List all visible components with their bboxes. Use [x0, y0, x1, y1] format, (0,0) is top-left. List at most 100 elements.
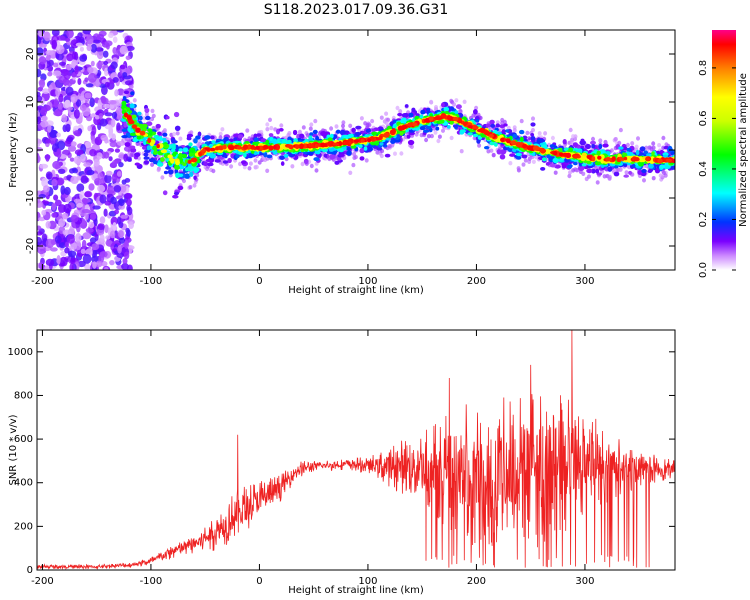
spectrogram-ridge-cell — [160, 157, 165, 162]
spectrogram-noise-blob — [54, 235, 62, 244]
spectrogram-noise-blob — [100, 177, 105, 185]
spectrogram-ridge-cell — [312, 129, 318, 135]
spectrogram-ridge-cell — [422, 129, 430, 133]
spectrogram-noise-blob — [57, 140, 66, 151]
spectrogram-ridge-cell — [334, 160, 340, 165]
spectrogram-scatter — [426, 134, 431, 139]
spectrogram-scatter — [284, 156, 289, 162]
spectrogram-ridge-cell — [411, 107, 416, 113]
spectrogram-ridge-cell — [467, 132, 473, 136]
spectrogram-ridge-cell — [323, 153, 328, 158]
spectrogram-noise-blob — [94, 136, 103, 146]
spectrogram-noise-blob — [111, 173, 118, 182]
spectrogram-scatter — [521, 162, 526, 167]
spectrogram-scatter — [471, 113, 476, 118]
spectrogram-ridge-cell — [420, 109, 426, 115]
spectrogram-scatter — [220, 127, 225, 132]
spectrogram-ridge-cell — [536, 138, 542, 144]
spectrogram-noise-blob — [126, 205, 131, 212]
spectrogram-ridge-cell — [313, 157, 320, 162]
spectrogram-ridge-cell — [327, 137, 333, 142]
spectrogram-ridge-cell — [472, 133, 479, 138]
spectrogram-scatter — [581, 171, 586, 176]
spectrogram-scatter — [359, 116, 364, 121]
spectrogram-noise-blob — [80, 248, 86, 254]
spectrogram-ridge-cell — [541, 157, 547, 162]
spectrogram-noise-blob — [121, 179, 127, 185]
spectrogram-noise-blob — [51, 39, 58, 50]
spectrogram-scatter — [651, 145, 656, 150]
spectrogram-scatter — [543, 131, 548, 136]
spectrogram-scatter — [664, 142, 669, 147]
spectrogram-ridge-cell — [167, 169, 174, 175]
spectrogram-scatter — [647, 145, 652, 150]
spectrogram-ridge-cell — [222, 160, 229, 164]
spectrogram-scatter — [424, 137, 429, 143]
spectrogram-noise-blob — [37, 138, 42, 144]
spectrogram-ridge-cell — [271, 138, 278, 145]
spectrogram-noise-blob — [59, 256, 68, 267]
spectrogram-scatter — [242, 165, 247, 170]
spectrogram-scatter — [301, 125, 306, 130]
spectrogram-ridge-cell — [335, 129, 341, 134]
spectrogram-scatter — [398, 109, 403, 114]
spectrogram-noise-blob — [110, 118, 116, 128]
spectrogram-ridge-cell — [622, 153, 628, 157]
spectrogram-noise-blob — [92, 39, 101, 44]
spectrogram-noise-blob — [125, 227, 130, 234]
spectrogram-noise-blob — [73, 198, 82, 204]
spectrogram-noise-blob — [37, 231, 43, 236]
spectrogram-ridge-cell — [484, 146, 490, 150]
spectrogram-ridge-cell — [336, 156, 342, 161]
spectrogram-ridge-cell — [128, 110, 133, 114]
spectrogram-marks — [37, 30, 675, 270]
spectrogram-ridge-cell — [648, 163, 654, 169]
spectrogram-ridge-cell — [170, 138, 176, 144]
spectrogram-noise-blob — [120, 214, 128, 219]
spectrogram-ridge-cell — [193, 167, 200, 173]
spectrogram-noise-blob — [37, 68, 42, 78]
spectrogram-ridge-cell — [129, 145, 136, 149]
spectrogram-noise-blob — [81, 197, 88, 204]
spectrogram-noise-blob — [90, 213, 97, 221]
spectrogram-ridge-cell — [278, 128, 284, 132]
spectrogram-noise-blob — [76, 202, 83, 208]
spectrogram-noise-blob — [56, 255, 61, 265]
spectrogram-ridge-cell — [182, 147, 189, 153]
spectrogram-scatter — [238, 161, 242, 167]
spectrogram-scatter — [607, 174, 612, 180]
spectrogram-ridge-cell — [303, 158, 309, 164]
spectrogram-noise-blob — [78, 95, 84, 101]
spectrogram-noise-blob — [85, 227, 94, 233]
spectrogram-noise-blob — [79, 104, 87, 111]
spectrogram-scatter — [351, 162, 356, 168]
spectrogram-noise-blob — [45, 138, 52, 144]
spectrogram-ridge-cell — [339, 153, 345, 157]
spectrogram-noise-blob — [57, 103, 63, 110]
spectrogram-noise-blob — [74, 65, 79, 75]
spectrogram-noise-blob — [47, 124, 52, 133]
spectrogram-ridge-cell — [186, 134, 191, 139]
spectrogram-scatter — [334, 124, 339, 129]
spectrogram-noise-blob — [128, 221, 135, 229]
spectrogram-noise-blob — [81, 239, 87, 250]
spectrogram-scatter — [247, 166, 252, 171]
spectrogram-noise-blob — [53, 110, 63, 117]
spectrogram-ridge-cell — [607, 166, 613, 172]
spectrogram-scatter — [198, 138, 203, 143]
spectrogram-noise-blob — [38, 194, 46, 199]
spectrogram-ridge-cell — [670, 151, 674, 156]
spectrogram-ridge-cell — [329, 154, 336, 160]
spectrogram-ridge-cell — [188, 142, 193, 147]
spectrogram-ridge-cell — [503, 123, 508, 127]
spectrogram-ridge-cell — [489, 141, 496, 146]
spectrogram-ridge-cell — [573, 162, 578, 166]
spectrogram-noise-blob — [51, 179, 58, 187]
spectrogram-noise-blob — [82, 232, 92, 240]
spectrogram-scatter — [429, 99, 434, 105]
spectrogram-ridge-cell — [204, 135, 211, 140]
spectrogram-ridge-cell — [172, 143, 176, 149]
spectrogram-ridge-cell — [623, 174, 629, 178]
spectrogram-scatter — [297, 129, 302, 135]
spectrogram-ridge-cell — [495, 123, 500, 128]
